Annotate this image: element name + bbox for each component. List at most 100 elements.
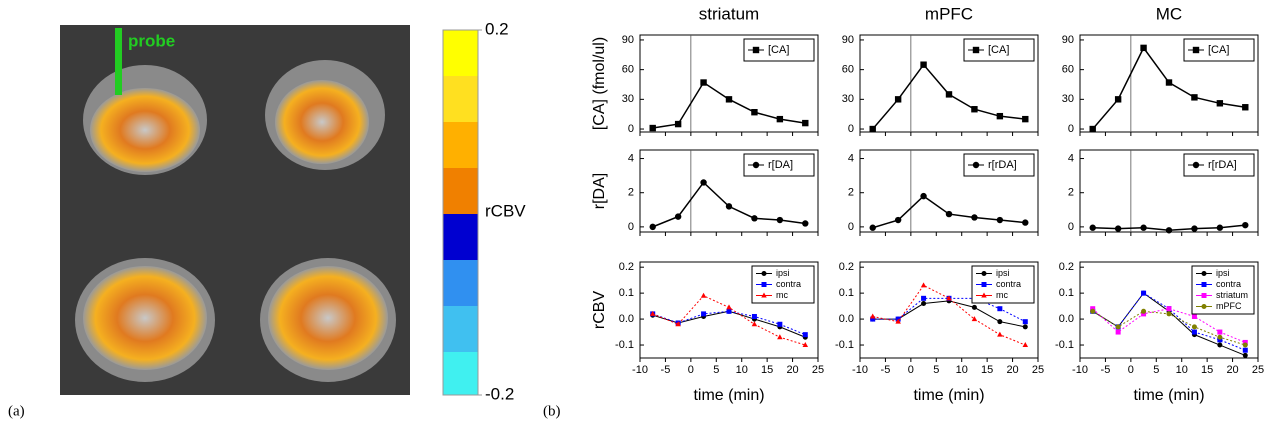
y-tick-label: -0.1 (615, 339, 634, 351)
marker (1089, 224, 1096, 231)
marker (920, 192, 927, 200)
x-tick-label: -10 (1072, 364, 1088, 376)
marker (1217, 334, 1223, 340)
marker (725, 96, 733, 103)
marker (726, 308, 732, 314)
marker (674, 120, 682, 128)
x-tick-label: 20 (1226, 364, 1238, 376)
legend-label: ipsi (996, 268, 1010, 278)
y-tick-label: 0.0 (839, 313, 854, 325)
colorbar-label: rCBV (485, 201, 526, 220)
marker (649, 310, 656, 316)
x-tick-label: 5 (933, 364, 939, 376)
marker (649, 223, 656, 231)
marker (921, 301, 927, 307)
y-tick-label: 30 (842, 93, 854, 105)
marker (997, 306, 1003, 312)
marker (675, 321, 681, 327)
plot-frame (859, 149, 1039, 233)
x-tick-label: 0 (908, 364, 914, 376)
marker (1191, 324, 1197, 330)
marker (894, 96, 902, 103)
marker (996, 112, 1004, 120)
marker (700, 292, 707, 298)
plot-frame (639, 149, 819, 233)
column-title: MC (1156, 4, 1182, 23)
y-tick-label: 0.1 (839, 287, 854, 299)
marker (1201, 304, 1207, 309)
y-tick-label: 90 (1062, 34, 1074, 46)
x-tick-label: 10 (1176, 364, 1188, 376)
x-tick-label: -5 (661, 364, 671, 376)
marker (1216, 100, 1224, 107)
marker (1141, 311, 1147, 317)
marker (726, 304, 732, 310)
y-tick-label: 0.2 (619, 261, 634, 273)
x-tick-label: 10 (736, 364, 748, 376)
marker (869, 313, 876, 319)
y-tick-label: 4 (848, 152, 854, 164)
marker (725, 203, 733, 210)
marker (1242, 352, 1248, 358)
x-tick-label: 0 (688, 364, 694, 376)
marker (1192, 46, 1200, 54)
x-tick-label: 0 (1128, 364, 1134, 376)
marker (1022, 324, 1028, 330)
plot-frame (1079, 261, 1259, 359)
x-tick-label: 20 (1006, 364, 1018, 376)
marker (869, 125, 876, 133)
marker (751, 109, 758, 116)
marker (776, 216, 784, 224)
marker (1114, 96, 1122, 103)
marker (920, 61, 927, 68)
legend-label: ipsi (1216, 268, 1230, 278)
legend-box (743, 153, 815, 177)
legend-label: contra (1216, 279, 1241, 289)
y-tick-label: 4 (628, 152, 634, 164)
column-title: mPFC (925, 4, 973, 23)
marker (1022, 319, 1028, 325)
marker (1166, 306, 1172, 312)
plot-frame (859, 261, 1039, 359)
marker (1191, 313, 1197, 319)
marker (1242, 221, 1249, 229)
x-tick-label: 5 (713, 364, 719, 376)
marker (946, 295, 952, 301)
marker (1089, 125, 1096, 133)
column-title: striatum (699, 4, 759, 23)
marker (1140, 44, 1147, 52)
marker (1192, 161, 1200, 169)
marker (894, 216, 902, 224)
plot-frame (859, 34, 1039, 133)
legend-box (1183, 153, 1255, 177)
y-tick-label: 2 (848, 187, 854, 199)
marker (649, 124, 656, 132)
legend-label: mc (776, 290, 788, 300)
marker (1201, 282, 1207, 287)
marker (752, 161, 760, 169)
panel-label: (b) (543, 403, 561, 419)
y-tick-label: 0.2 (1059, 261, 1074, 273)
marker (1201, 271, 1207, 276)
marker (869, 224, 876, 231)
marker (700, 179, 707, 186)
legend-label: mPFC (1216, 301, 1242, 311)
y-tick-label: 30 (1062, 93, 1074, 105)
legend-box (963, 38, 1035, 62)
marker (971, 214, 978, 221)
x-tick-label: -5 (881, 364, 891, 376)
marker (1242, 104, 1249, 111)
marker (1166, 311, 1172, 317)
y-tick-label: -0.1 (835, 339, 854, 351)
legend-box (1183, 38, 1255, 62)
marker (751, 313, 757, 319)
y-axis-label: [CA] (fmol/ul) (591, 37, 608, 130)
marker (1165, 227, 1173, 234)
marker (981, 282, 987, 287)
y-tick-label: 0 (628, 221, 634, 233)
marker (700, 79, 707, 86)
x-tick-label: 15 (761, 364, 773, 376)
marker (1114, 225, 1122, 232)
legend-label: r[DA] (768, 159, 793, 171)
marker (996, 216, 1004, 224)
